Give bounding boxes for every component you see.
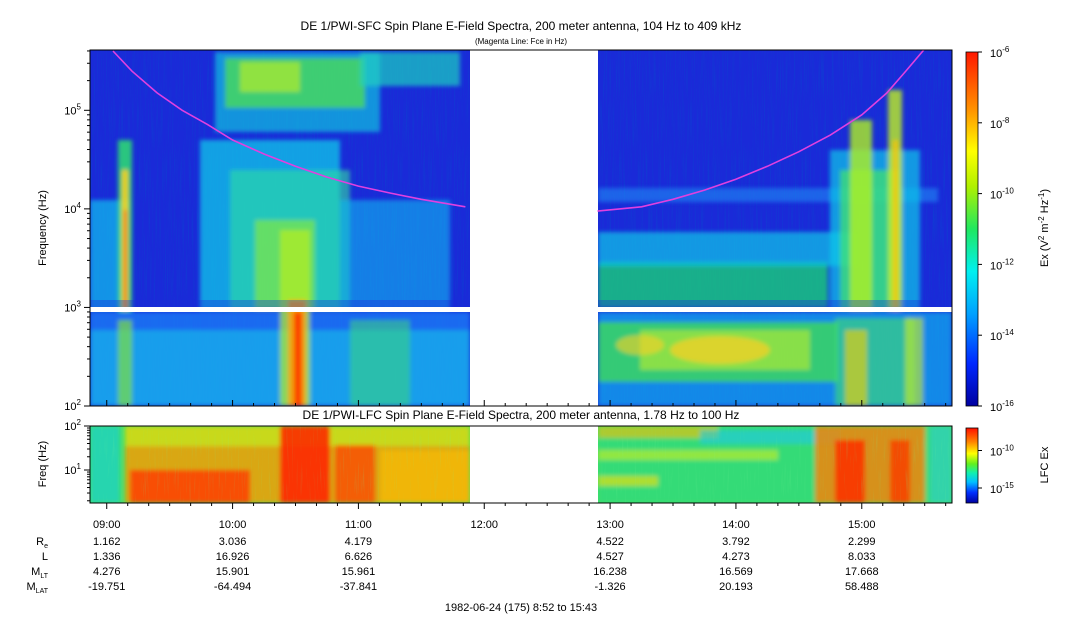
ephemeris-value: 4.179 <box>345 536 373 548</box>
ephemeris-value: 4.527 <box>596 551 624 563</box>
ephemeris-value: 4.276 <box>93 566 121 578</box>
x-tick-label: 10:00 <box>219 519 247 531</box>
y-tick-label: 104 <box>64 201 81 216</box>
time-axis: 09:00 10:00 11:00 12:00 13:00 14:00 15:00 <box>93 400 947 531</box>
fce-line <box>112 50 925 212</box>
x-tick-label: 12:00 <box>470 519 498 531</box>
bottom-y-axis-label: Freq (Hz) <box>37 441 49 487</box>
ephemeris-value: 3.036 <box>219 536 247 548</box>
bottom-y-axis: 101 102 <box>64 418 90 502</box>
bottom-spectrogram-image <box>90 426 952 503</box>
ephemeris-value: 15.961 <box>342 566 376 578</box>
ephemeris-row-label: MLAT <box>27 581 49 595</box>
ephemeris-value: 17.668 <box>845 566 879 578</box>
colorbar-tick-label: 10-8 <box>990 116 1010 131</box>
colorbar-tick-label: 10-12 <box>990 257 1014 272</box>
colorbar-tick-label: 10-16 <box>990 399 1014 414</box>
y-tick-label: 102 <box>64 418 81 433</box>
y-tick-label: 101 <box>64 462 81 477</box>
top-y-axis-label: Frequency (Hz) <box>37 190 49 266</box>
footer-date-range: 1982-06-24 (175) 8:52 to 15:43 <box>445 602 597 614</box>
ephemeris-value: 20.193 <box>719 581 753 593</box>
ephemeris-value: 16.569 <box>719 566 753 578</box>
ephemeris-value: 8.033 <box>848 551 876 563</box>
colorbar-tick-label: 10-10 <box>990 444 1014 459</box>
top-panel-subtitle: (Magenta Line: Fce in Hz) <box>475 37 567 46</box>
fce-line-segment <box>112 50 466 208</box>
y-tick-label: 102 <box>64 398 81 413</box>
ephemeris-value: 3.792 <box>722 536 750 548</box>
colorbar-tick-label: 10-14 <box>990 328 1014 343</box>
colorbar-tick-label: 10-10 <box>990 187 1014 202</box>
ephemeris-value: -1.326 <box>594 581 625 593</box>
x-tick-label: 14:00 <box>722 519 750 531</box>
x-tick-label: 11:00 <box>345 519 372 531</box>
bottom-plot-frame <box>89 425 953 504</box>
y-tick-label: 105 <box>64 102 81 117</box>
top-panel-title: DE 1/PWI-SFC Spin Plane E-Field Spectra,… <box>301 19 742 33</box>
ephemeris-row-label: L <box>42 551 48 563</box>
top-colorbar-ticks: 10-6 10-8 10-10 10-12 10-14 10-16 <box>978 45 1014 414</box>
ephemeris-row-label: Re <box>36 536 48 550</box>
ephemeris-row-label: MLT <box>31 566 49 580</box>
ephemeris-value: -37.841 <box>340 581 377 593</box>
ephemeris-table: Re 1.162 3.036 4.179 4.522 3.792 2.299 L 1.336 16… <box>27 536 879 595</box>
ephemeris-value: 16.926 <box>216 551 250 563</box>
x-tick-label: 15:00 <box>848 519 876 531</box>
bottom-colorbar-label: LFC Ex <box>1039 446 1051 483</box>
x-tick-label: 09:00 <box>93 519 121 531</box>
fce-line-segment <box>597 50 925 212</box>
ephemeris-value: 15.901 <box>216 566 250 578</box>
top-spectrogram-image <box>90 50 952 406</box>
bottom-data-gap <box>470 426 598 503</box>
ephemeris-value: 16.238 <box>593 566 627 578</box>
bottom-colorbar-ticks: 10-10 10-15 <box>978 444 1014 496</box>
top-colorbar <box>965 51 979 407</box>
ephemeris-value: 6.626 <box>345 551 373 563</box>
ephemeris-value: 1.336 <box>93 551 121 563</box>
ephemeris-value: 4.273 <box>722 551 750 563</box>
top-data-gap <box>470 50 598 406</box>
ephemeris-value: 4.522 <box>596 536 624 548</box>
y-tick-label: 103 <box>64 299 81 314</box>
colorbar-tick-label: 10-6 <box>990 45 1010 60</box>
top-colorbar-label: Ex (V2 m-2 Hz-1) <box>1037 189 1051 267</box>
top-y-axis: 102 103 104 105 <box>64 50 90 413</box>
ephemeris-value: 58.488 <box>845 581 879 593</box>
ephemeris-value: -64.494 <box>214 581 251 593</box>
x-tick-label: 13:00 <box>596 519 624 531</box>
colorbar-tick-label: 10-15 <box>990 481 1014 496</box>
ephemeris-value: 1.162 <box>93 536 121 548</box>
bottom-colorbar <box>965 427 979 504</box>
ephemeris-value: 2.299 <box>848 536 876 548</box>
top-plot-frame <box>89 49 953 407</box>
bottom-panel-title: DE 1/PWI-LFC Spin Plane E-Field Spectra,… <box>303 408 740 422</box>
ephemeris-value: -19.751 <box>88 581 125 593</box>
